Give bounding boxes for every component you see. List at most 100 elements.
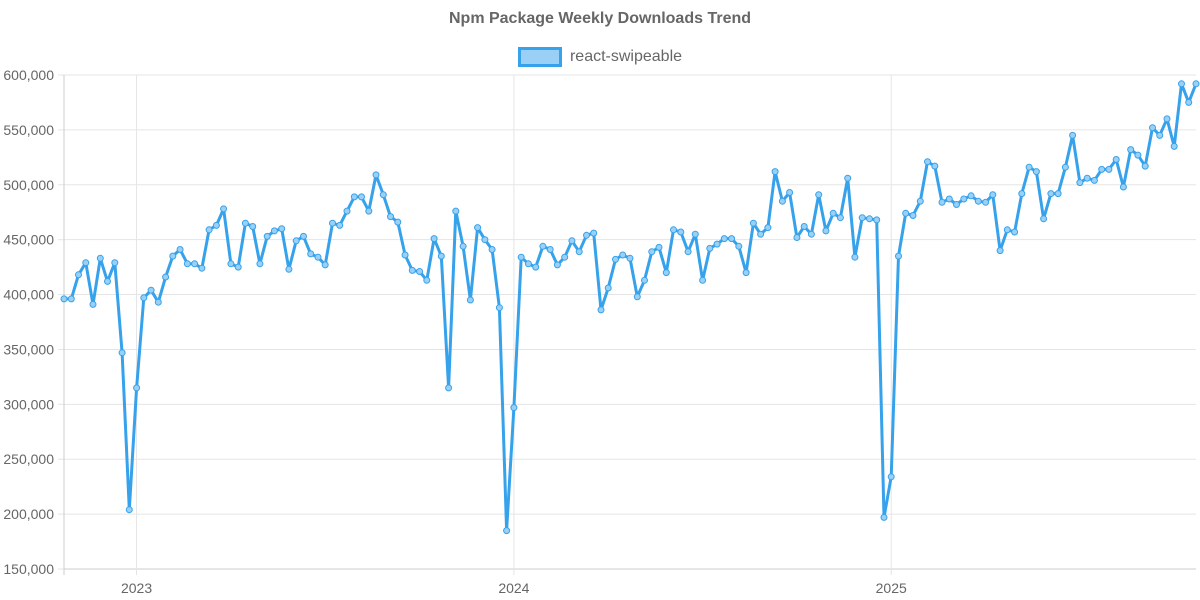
data-point [851,253,859,261]
data-point [771,168,779,176]
y-tick-label: 300,000 [3,396,54,412]
data-point [953,201,960,208]
data-point [793,234,801,241]
data-point [924,158,931,166]
x-tick-label: 2024 [498,580,529,596]
data-point [916,197,924,205]
data-point [887,473,895,481]
data-point [909,212,917,219]
data-point [401,251,409,259]
data-point [300,232,307,240]
data-point [524,260,532,268]
legend-swatch[interactable] [517,47,562,67]
data-point [466,296,474,304]
data-point [895,252,902,260]
data-point [60,295,68,303]
data-point [1061,163,1069,171]
data-point [365,207,373,215]
data-point [249,223,257,230]
data-point [445,384,453,392]
data-point [278,225,286,233]
data-point [263,232,271,240]
data-point [118,349,126,357]
data-point [583,231,590,239]
data-point [546,246,554,253]
data-point [437,252,445,260]
data-point [982,198,990,206]
data-point [220,205,228,213]
data-point [89,300,97,308]
data-point [1025,163,1033,171]
data-point [321,261,329,269]
data-point [684,248,692,256]
data-point [111,259,119,267]
data-point [670,226,677,234]
data-point [517,253,525,261]
data-point [75,271,82,279]
data-point [104,277,111,285]
data-point [1192,80,1200,88]
data-point [612,255,619,263]
data-point [358,193,365,201]
data-point [1185,98,1193,106]
data-point [597,306,605,314]
data-point [1105,165,1113,173]
data-point [488,246,496,253]
data-point [154,298,162,306]
data-point [1141,162,1149,170]
data-point [873,216,881,224]
data-point [706,244,714,252]
legend[interactable]: react-swipeable [0,47,1200,67]
data-point [902,209,910,217]
chart-title: Npm Package Weekly Downloads Trend [448,10,752,27]
data-point [633,293,641,301]
data-point [394,218,402,226]
data-point [807,230,815,238]
legend-label[interactable]: react-swipeable [569,48,683,65]
data-point [553,261,561,269]
data-point [212,221,220,229]
data-point [452,207,460,215]
data-point [241,219,249,227]
data-point [387,213,394,221]
data-point [1032,168,1040,176]
data-point [786,189,794,196]
data-point [1090,176,1098,184]
data-point [735,242,743,250]
data-point [844,174,852,182]
data-point [619,251,627,259]
data-point [285,265,293,273]
y-tick-label: 450,000 [3,232,54,248]
data-point [510,404,518,412]
data-point [1163,115,1171,123]
data-point [372,171,380,179]
data-point [880,513,888,521]
data-point [778,197,786,205]
x-tick-label: 2023 [121,580,152,596]
data-point [974,197,982,205]
data-point [125,506,133,514]
data-point [474,224,482,232]
data-point [1003,226,1011,234]
data-point [162,273,170,281]
y-tick-label: 400,000 [3,287,54,303]
data-point [677,228,685,236]
data-point [227,260,235,268]
data-point [539,242,547,250]
data-point [561,253,569,261]
data-point [836,214,844,222]
data-point [350,193,358,201]
data-point [1156,131,1164,139]
data-point [1178,80,1185,88]
data-point [459,242,467,250]
data-point [67,295,75,303]
data-point [133,384,141,392]
data-point [495,304,503,312]
data-point [1054,190,1062,198]
data-point [866,215,873,223]
data-point [1149,124,1156,132]
data-point [720,235,728,243]
data-point [713,240,721,248]
data-point [1112,156,1120,163]
data-point [699,276,707,284]
